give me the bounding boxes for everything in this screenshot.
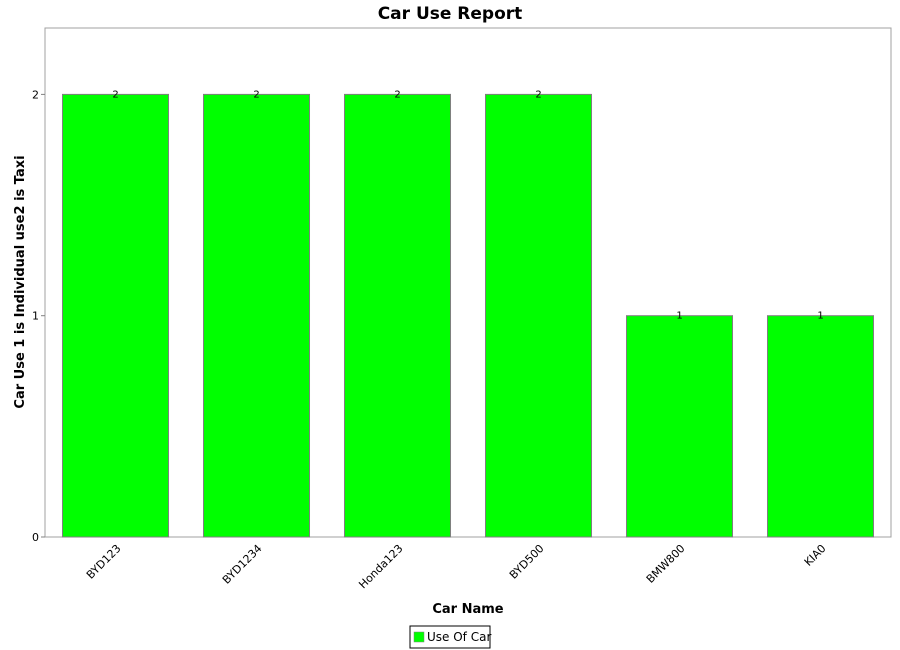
bar-value-label: 2 <box>535 89 541 100</box>
bar-value-label: 1 <box>676 311 682 322</box>
bar <box>343 93 452 538</box>
plot-area <box>44 27 892 538</box>
x-tick-label: BMW800 <box>644 542 688 586</box>
bar-value-label: 2 <box>394 89 400 100</box>
y-axis: 0 1 2 <box>32 88 45 544</box>
y-tick-label: 1 <box>32 310 39 323</box>
x-axis: BYD123 BYD1234 Honda123 BYD500 BMW800 KIA0 <box>84 542 829 591</box>
x-tick-label: BYD1234 <box>220 542 265 587</box>
bar <box>766 315 875 538</box>
legend: Use Of Car <box>409 625 491 649</box>
bar-value-label: 1 <box>817 311 823 322</box>
y-tick-label: 2 <box>32 88 39 101</box>
x-tick-label: KIA0 <box>802 542 829 569</box>
legend-box <box>409 625 491 649</box>
x-tick-label: BYD123 <box>84 542 124 582</box>
y-axis-title: Car Use 1 is Individual use2 is Taxi <box>13 155 28 408</box>
x-axis-title: Car Name <box>432 602 503 617</box>
bar <box>61 93 170 538</box>
bar <box>625 315 734 538</box>
bar <box>484 93 593 538</box>
bar <box>202 93 311 538</box>
y-tick-label: 0 <box>32 531 39 544</box>
value-labels-group: 2 2 2 2 1 1 <box>112 89 823 321</box>
bar-value-label: 2 <box>112 89 118 100</box>
chart-title: Car Use Report <box>378 4 523 24</box>
x-tick-label: Honda123 <box>356 542 405 591</box>
bars-group <box>61 93 875 538</box>
x-tick-label: BYD500 <box>507 542 547 582</box>
legend-swatch <box>413 631 425 643</box>
bar-value-label: 2 <box>253 89 259 100</box>
legend-label: Use Of Car <box>427 630 491 644</box>
